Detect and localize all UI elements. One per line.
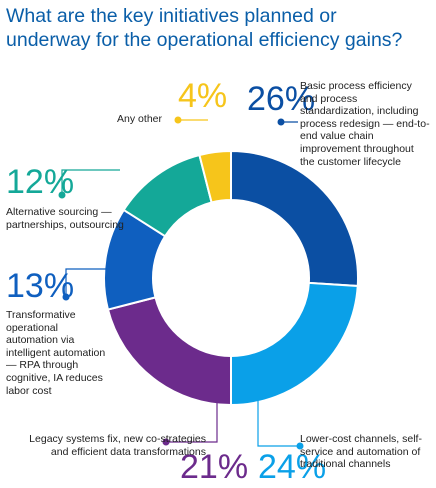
leader-line-2	[257, 393, 300, 447]
label-transformative-automation: Transformative operational automation vi…	[6, 309, 106, 397]
label-legacy-systems: Legacy systems fix, new co-strategies an…	[29, 433, 206, 458]
leader-dot-3	[162, 438, 170, 446]
leader-dot-1	[277, 118, 285, 126]
percent-label-4: 13%	[6, 267, 74, 305]
label-basic-process: Basic process efficiency and process sta…	[300, 80, 430, 168]
donut-slice-3	[106, 296, 232, 407]
leader-line-3	[166, 400, 218, 443]
leader-dot-6	[174, 116, 182, 124]
label-alternative-sourcing: Alternative sourcing — partnerships, out…	[6, 206, 124, 231]
leader-dot-2	[296, 442, 304, 450]
donut-slice-6	[198, 149, 232, 204]
percent-label-5: 12%	[6, 163, 74, 201]
label-lower-cost-channels: Lower-cost channels, self-service and au…	[300, 433, 422, 471]
donut-slice-2	[230, 281, 359, 407]
percent-label-6: 4%	[178, 77, 227, 115]
leader-line-5	[61, 169, 120, 195]
leader-dot-4	[62, 293, 70, 301]
leader-dot-5	[58, 191, 66, 199]
percent-label-2: 24%	[258, 448, 326, 486]
percent-label-3: 21%	[180, 448, 248, 486]
leader-line-4	[65, 268, 107, 297]
donut-slice-1	[230, 149, 359, 288]
label-any-other: Any other	[117, 113, 162, 125]
chart-title: What are the key initiatives planned or …	[6, 5, 403, 51]
percent-label-1: 26%	[247, 80, 315, 118]
